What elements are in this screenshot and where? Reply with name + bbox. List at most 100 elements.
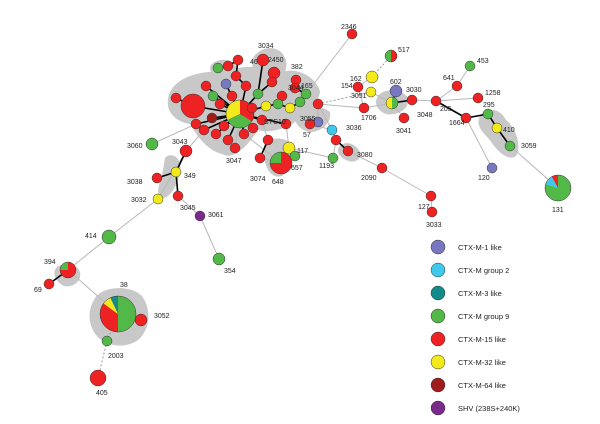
node — [179, 144, 193, 158]
edge — [108, 198, 159, 238]
node-label: 354 — [224, 268, 236, 275]
legend-label: CTX-M-3 like — [458, 289, 502, 298]
node-label: 648 — [272, 179, 284, 186]
node — [464, 60, 476, 72]
node — [482, 108, 494, 120]
legend-label: CTX-M-15 like — [458, 335, 506, 344]
legend-swatch — [430, 331, 446, 347]
node — [426, 206, 438, 218]
edge — [435, 97, 479, 102]
node-label: 3043 — [172, 139, 188, 146]
node — [312, 98, 324, 110]
node-label: 405 — [96, 390, 108, 397]
legend-item-m32: CTX-M-32 like — [430, 354, 506, 370]
node — [451, 80, 463, 92]
node — [272, 98, 284, 110]
node — [43, 278, 55, 290]
node — [544, 174, 572, 202]
node — [365, 70, 379, 84]
edge-dashed — [317, 91, 372, 105]
node-label: 3036 — [346, 125, 362, 132]
node-label: 295 — [483, 102, 495, 109]
node — [218, 120, 230, 132]
node — [220, 78, 232, 90]
node — [212, 62, 224, 74]
node — [180, 93, 206, 119]
node-label: 38 — [120, 282, 128, 289]
node-label: 394 — [44, 259, 56, 266]
node-label: 410 — [503, 127, 515, 134]
edge — [199, 215, 220, 260]
legend-swatch — [430, 400, 446, 416]
edge — [288, 147, 334, 159]
node — [389, 84, 403, 98]
node-label: 453 — [477, 58, 489, 65]
node — [152, 193, 164, 205]
legend-item-m15: CTX-M-15 like — [430, 331, 506, 347]
node-label: 69 — [34, 287, 42, 294]
node — [99, 295, 137, 333]
node — [170, 92, 182, 104]
legend-swatch — [430, 285, 446, 301]
node — [198, 124, 210, 136]
node-label: 3038 — [127, 179, 143, 186]
edge — [465, 117, 493, 169]
node — [269, 151, 293, 175]
node — [266, 76, 278, 88]
node — [172, 190, 184, 202]
node-label: 154 — [341, 83, 353, 90]
node-label: 3041 — [396, 128, 412, 135]
node — [472, 92, 484, 104]
node — [254, 152, 266, 164]
node — [206, 112, 218, 124]
node — [214, 98, 226, 110]
node — [232, 54, 244, 66]
node-label: 3047 — [226, 158, 242, 165]
node-label: 205 — [440, 106, 452, 113]
node — [289, 150, 301, 162]
node-label: 127 — [418, 204, 430, 211]
node-label: 3060 — [127, 143, 143, 150]
node-label: 1664 — [449, 120, 465, 127]
node — [240, 80, 252, 92]
legend: CTX-M-1 like CTX-M group 2 CTX-M-3 like CTX… — [430, 239, 520, 416]
node — [252, 88, 264, 100]
node — [207, 90, 219, 102]
legend-label: CTX-M-32 like — [458, 358, 506, 367]
edge-strong — [435, 100, 467, 119]
node-label: 3059 — [521, 143, 537, 150]
node — [330, 134, 342, 146]
node-label: 162 — [350, 76, 362, 83]
edge — [151, 123, 197, 145]
node — [365, 86, 377, 98]
node — [327, 152, 339, 164]
node-label: 1258 — [485, 90, 501, 97]
legend-swatch — [430, 262, 446, 278]
node-label: 3080 — [357, 152, 373, 159]
node-label: 3033 — [426, 222, 442, 229]
node — [300, 88, 312, 100]
node — [358, 102, 370, 114]
node-label: 414 — [85, 233, 97, 240]
node — [101, 335, 113, 347]
node-label: 3034 — [258, 43, 274, 50]
node-label: 2450 — [268, 57, 284, 64]
node — [430, 95, 442, 107]
node — [346, 28, 358, 40]
node-label: STC10 — [264, 119, 286, 126]
node — [134, 313, 148, 327]
node — [491, 122, 503, 134]
node-label: 1193 — [319, 163, 334, 170]
node — [226, 90, 238, 102]
node — [294, 96, 306, 108]
node — [222, 60, 234, 72]
node — [145, 137, 159, 151]
node — [194, 210, 206, 222]
node — [256, 114, 268, 126]
node-label: 1706 — [361, 115, 377, 122]
node — [284, 102, 296, 114]
node — [486, 162, 498, 174]
edge — [67, 236, 110, 271]
